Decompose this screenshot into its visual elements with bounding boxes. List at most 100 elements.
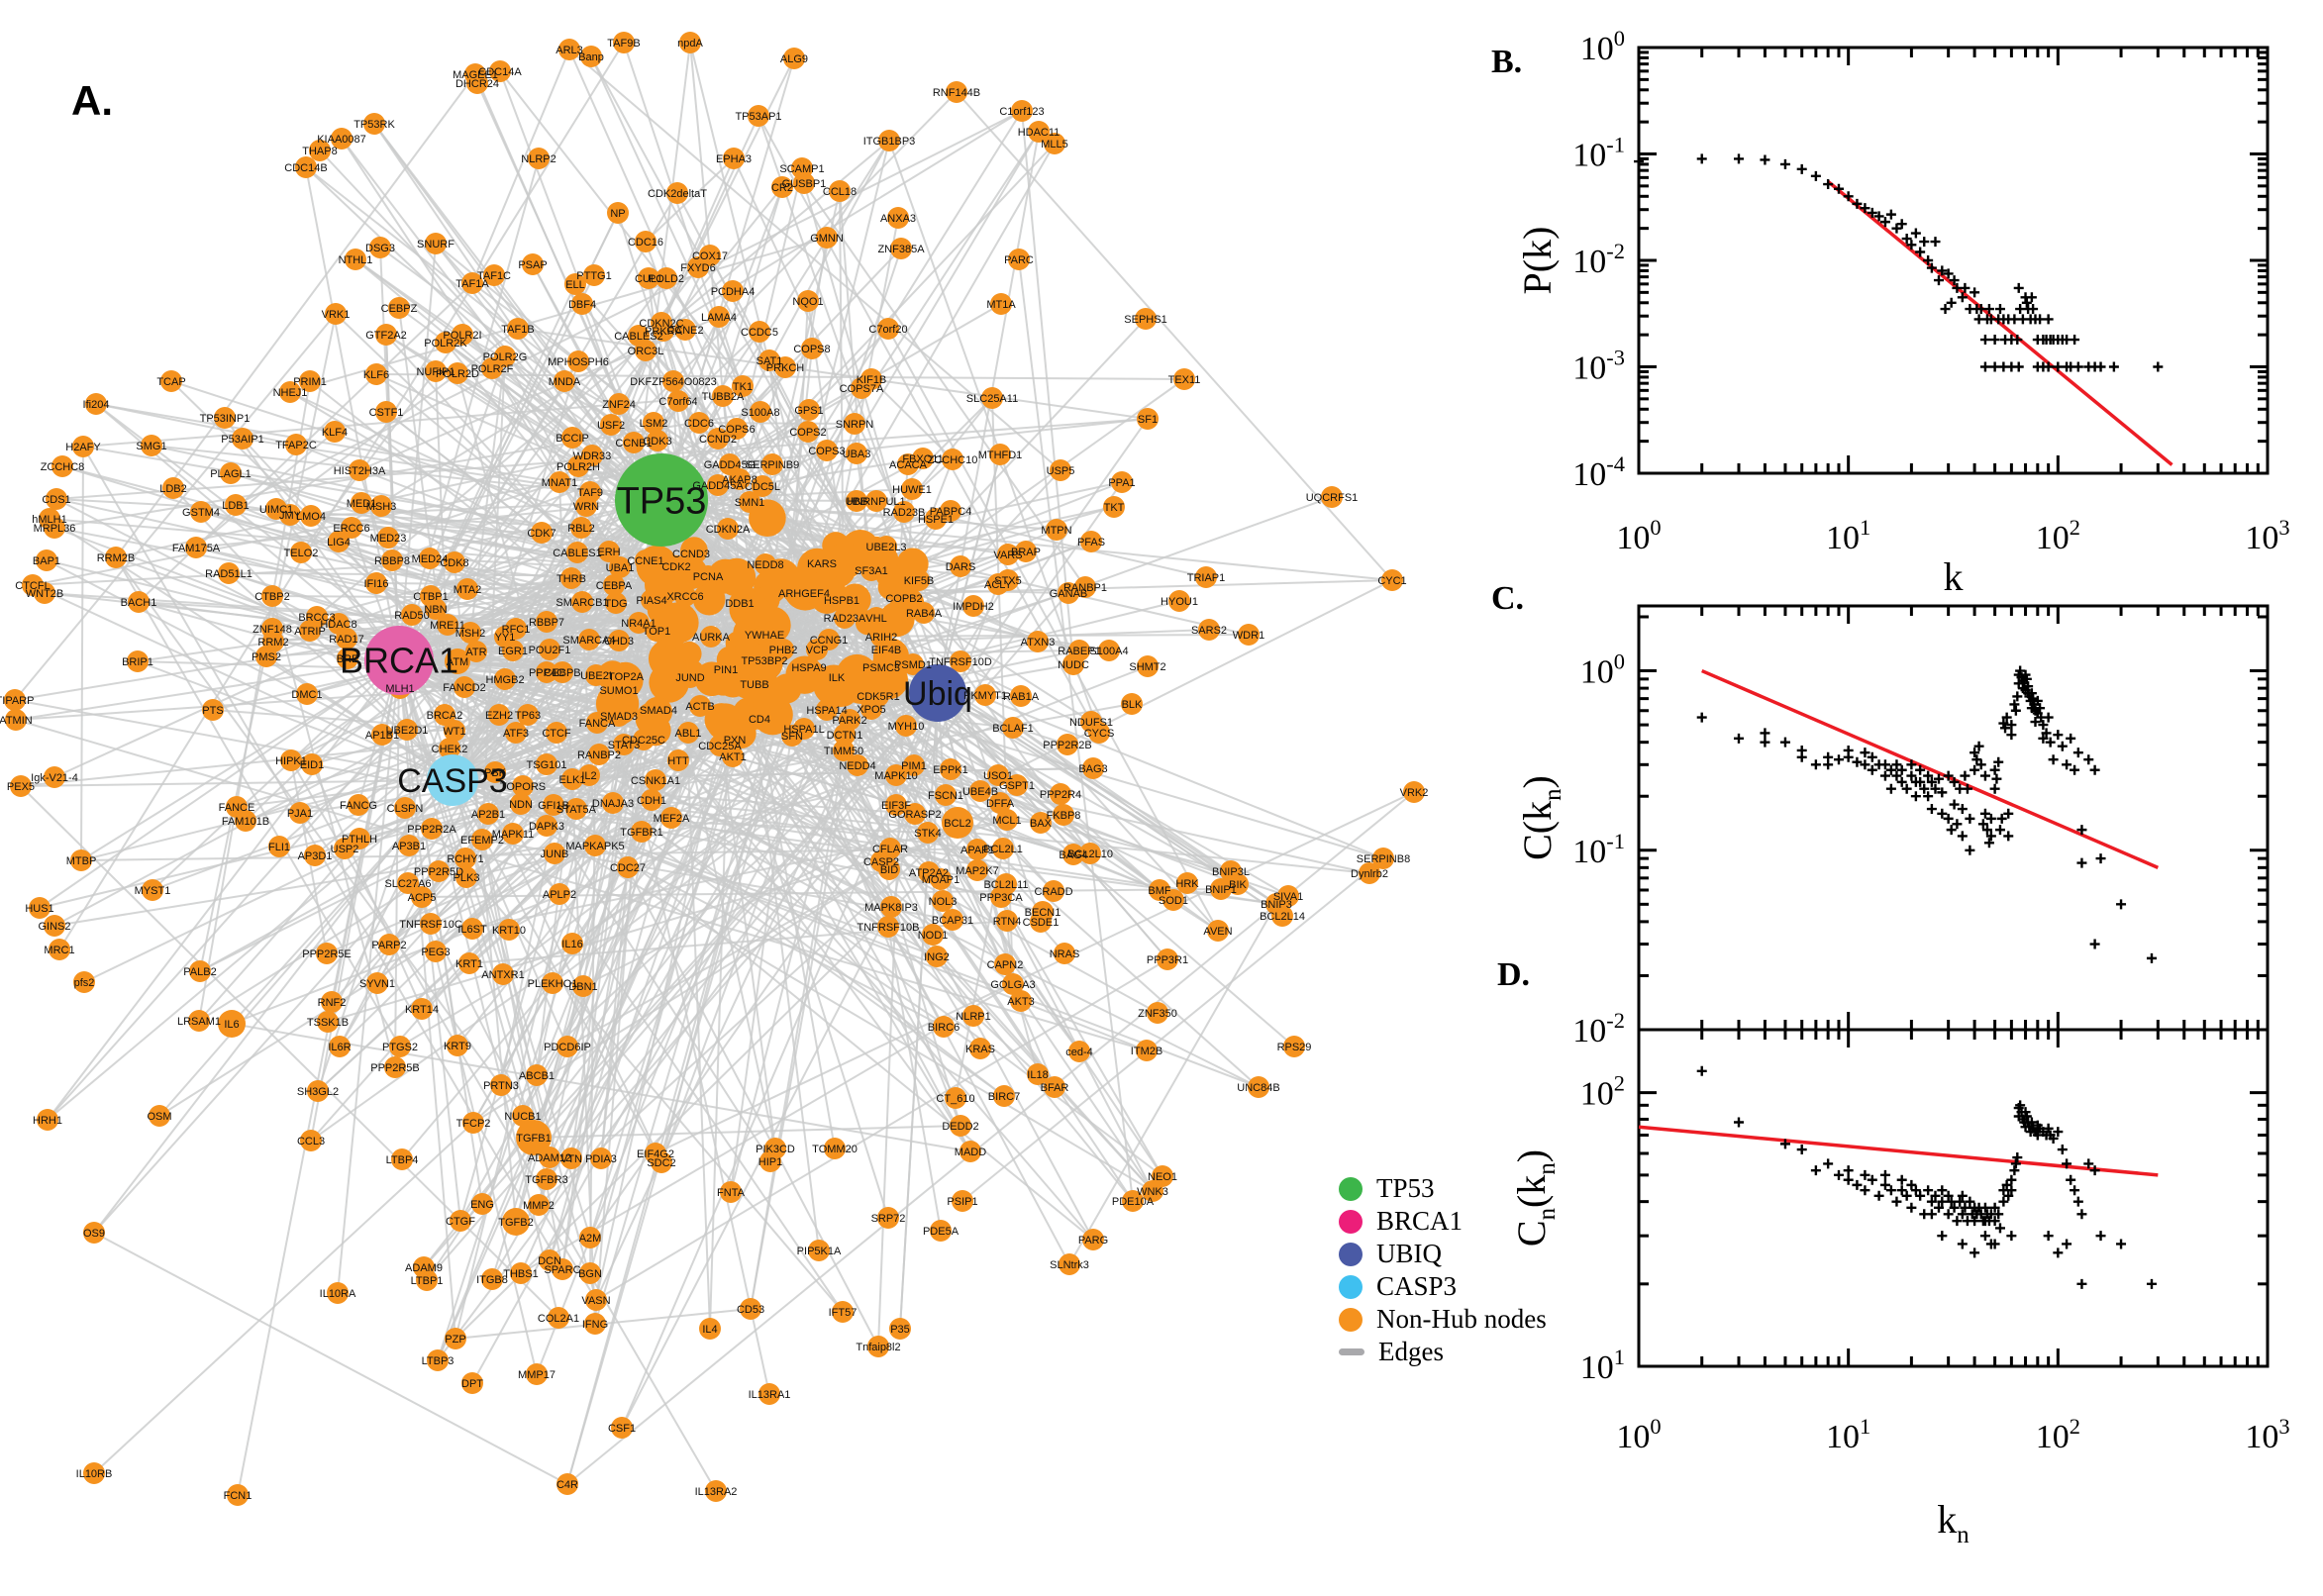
network-node-label: P53AIP1 bbox=[221, 434, 263, 446]
network-node bbox=[715, 658, 737, 680]
network-node-label: CEBPB bbox=[544, 667, 580, 679]
network-node-label: ATF3 bbox=[503, 728, 529, 740]
network-node-label: TOP1 bbox=[643, 626, 671, 638]
network-node bbox=[1027, 631, 1049, 652]
network-node-label: IL2 bbox=[581, 770, 596, 782]
network-node-label: DSG3 bbox=[365, 243, 395, 254]
network-node bbox=[1068, 1041, 1090, 1062]
network-node bbox=[877, 1207, 899, 1229]
network-node bbox=[371, 724, 393, 746]
network-node bbox=[1227, 873, 1249, 895]
network-node bbox=[456, 578, 478, 600]
network-node bbox=[689, 695, 711, 717]
network-node-label: SMN1 bbox=[735, 497, 765, 509]
network-node bbox=[425, 941, 447, 962]
network-node bbox=[421, 818, 443, 840]
network-node bbox=[279, 381, 301, 403]
plot-frame bbox=[1637, 46, 2270, 475]
network-node bbox=[1176, 872, 1198, 894]
network-node bbox=[1002, 973, 1024, 995]
network-node-label: MADD bbox=[955, 1147, 986, 1158]
network-node-label: ACTB bbox=[685, 701, 714, 713]
network-node bbox=[580, 46, 602, 67]
network-node bbox=[296, 683, 318, 705]
network-node bbox=[613, 734, 635, 755]
network-node-label: TSSK1B bbox=[307, 1017, 349, 1029]
network-node-label: BAX bbox=[1030, 818, 1053, 830]
network-node-label: PSMC3 bbox=[862, 662, 900, 674]
network-node-label: BCL2 bbox=[944, 818, 971, 830]
network-node-label: FXYD6 bbox=[680, 262, 715, 274]
network-node-label: MAPK8IP3 bbox=[864, 902, 918, 914]
network-node bbox=[950, 650, 971, 672]
network-node-label: DAPK3 bbox=[529, 821, 564, 833]
scatter-points bbox=[1696, 1065, 2157, 1289]
network-node bbox=[261, 585, 283, 607]
network-node bbox=[578, 764, 600, 786]
network-node-label: PKMYT1 bbox=[963, 690, 1007, 702]
network-node bbox=[290, 542, 312, 563]
network-node bbox=[324, 421, 346, 443]
network-node bbox=[458, 952, 480, 974]
network-node bbox=[544, 843, 565, 864]
network-node bbox=[946, 81, 967, 103]
network-node-label: NLRP1 bbox=[956, 1011, 990, 1023]
network-node-label: FLI1 bbox=[268, 842, 290, 853]
network-edge bbox=[454, 730, 662, 1163]
network-node-label: MCL1 bbox=[992, 815, 1021, 827]
network-node-label: DHCR24 bbox=[455, 78, 499, 90]
network-node bbox=[740, 1298, 761, 1320]
network-node-label: GINS2 bbox=[38, 921, 70, 933]
network-node bbox=[560, 567, 582, 589]
network-node-label: SF1 bbox=[1138, 414, 1158, 426]
network-node-label: NTHL1 bbox=[339, 254, 373, 266]
network-node-label: ATRIP bbox=[294, 626, 326, 638]
network-node-label: SIVA1 bbox=[1273, 891, 1303, 903]
network-node bbox=[505, 722, 527, 744]
node-circle-icon bbox=[1339, 1209, 1363, 1234]
network-node bbox=[930, 1220, 952, 1242]
network-node bbox=[993, 1085, 1015, 1107]
network-node-label: IL10RB bbox=[76, 1468, 113, 1480]
network-node-label: NEDD8 bbox=[747, 559, 783, 571]
network-node-label: Banp bbox=[578, 51, 604, 63]
network-edge bbox=[660, 140, 890, 501]
network-node-label: ABL1 bbox=[675, 728, 702, 740]
network-node bbox=[603, 574, 625, 596]
network-node-label: CDC14A bbox=[478, 66, 522, 78]
network-node bbox=[816, 699, 838, 721]
panel-b-label: B. bbox=[1491, 44, 1523, 80]
network-node-label: WT1 bbox=[443, 726, 465, 738]
network-node-label: BID bbox=[880, 864, 898, 876]
network-node-label: BECN1 bbox=[1025, 907, 1061, 919]
network-node bbox=[411, 886, 433, 908]
network-node bbox=[1210, 878, 1232, 900]
network-node bbox=[1372, 848, 1394, 869]
network-edge bbox=[387, 481, 560, 539]
network-node-label: BRE bbox=[337, 653, 359, 665]
network-node bbox=[366, 972, 388, 994]
network-node-label: EPPK1 bbox=[933, 764, 967, 776]
network-node bbox=[295, 156, 317, 178]
network-node bbox=[1074, 576, 1096, 598]
network-node bbox=[218, 562, 240, 584]
network-node bbox=[641, 589, 662, 611]
axis-tick-label: 10-2 bbox=[1572, 239, 1625, 280]
network-node-label: EGR1 bbox=[498, 646, 528, 657]
network-node bbox=[37, 1109, 58, 1131]
network-node-label: CSF1 bbox=[608, 1423, 636, 1435]
network-node-label: PALB2 bbox=[183, 966, 216, 978]
network-node bbox=[667, 390, 689, 412]
network-node-label: STX5 bbox=[994, 575, 1022, 587]
network-node bbox=[962, 595, 984, 617]
network-edge bbox=[398, 659, 504, 975]
network-node-label: pfs2 bbox=[74, 977, 95, 989]
network-edge bbox=[906, 603, 1092, 723]
network-node-label: ATMIN bbox=[0, 715, 33, 727]
network-node-label: SMARCB1 bbox=[556, 597, 608, 609]
network-edge bbox=[890, 496, 1333, 657]
network-node-label: HSPE1 bbox=[918, 514, 954, 526]
network-node bbox=[598, 541, 620, 562]
network-node bbox=[771, 176, 793, 198]
network-node bbox=[149, 1105, 170, 1127]
